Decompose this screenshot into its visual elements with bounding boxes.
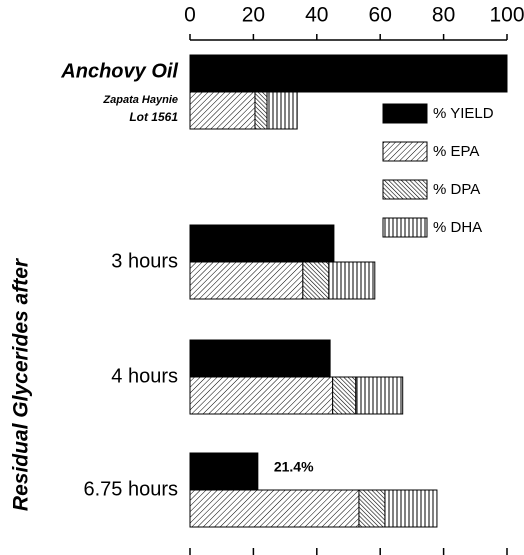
bar-segment — [355, 376, 404, 415]
bar-segment — [189, 91, 256, 130]
bar-segment — [358, 489, 386, 528]
bar — [189, 224, 335, 263]
x-tick-label: 80 — [432, 4, 455, 27]
bar-segment — [189, 261, 304, 300]
legend-swatch — [382, 179, 428, 200]
legend-label: % EPA — [433, 143, 479, 160]
legend-label: % YIELD — [433, 105, 494, 122]
legend-label: % DPA — [433, 181, 480, 198]
x-tick-label: 40 — [305, 4, 328, 27]
bar — [189, 452, 259, 491]
x-tick-label: 0 — [184, 4, 196, 27]
x-tick-label: 20 — [242, 4, 265, 27]
bar-segment — [384, 489, 438, 528]
legend-label: % DHA — [433, 219, 482, 236]
category-label: 3 hours — [111, 250, 178, 272]
legend-swatch — [382, 103, 428, 124]
annotation: Lot 1561 — [129, 110, 178, 124]
bar-segment — [189, 489, 360, 528]
bar — [189, 339, 331, 378]
bar-segment — [328, 261, 376, 300]
legend-swatch — [382, 217, 428, 238]
category-label: 6.75 hours — [83, 478, 178, 500]
bar-segment — [302, 261, 330, 300]
bar-segment — [189, 376, 334, 415]
legend-swatch — [382, 141, 428, 162]
y-axis-label: Residual Glycerides after — [10, 257, 33, 511]
data-label: 21.4% — [274, 459, 314, 475]
x-tick-label: 60 — [369, 4, 392, 27]
annotation: Zapata Haynie — [102, 94, 178, 106]
bar-segment — [254, 91, 268, 130]
bar-segment — [266, 91, 298, 130]
x-tick-label: 100 — [489, 4, 524, 27]
bar — [189, 54, 508, 93]
category-label: Anchovy Oil — [60, 60, 178, 82]
category-label: 4 hours — [111, 365, 178, 387]
bar-segment — [332, 376, 357, 415]
